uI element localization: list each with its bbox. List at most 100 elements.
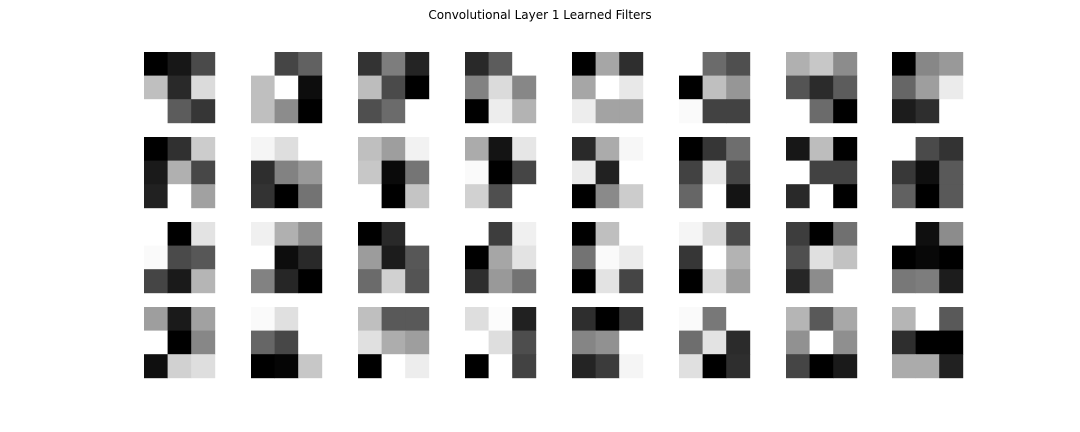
filter-25-cell-0-0 <box>144 307 168 331</box>
filter-26-cell-0-1 <box>274 307 299 331</box>
filter-13-cell-2-0 <box>572 184 596 209</box>
filter-31-cell-1-2 <box>833 330 858 355</box>
filter-12-cell-2-2 <box>512 184 537 209</box>
filter-11-cell-0-2 <box>405 137 430 161</box>
filter-2 <box>251 52 323 124</box>
filter-7-cell-2-1 <box>809 99 834 124</box>
filter-5 <box>572 52 644 124</box>
filter-24-cell-2-2 <box>939 269 964 294</box>
filter-21-cell-0-2 <box>619 222 644 246</box>
filter-11-cell-1-2 <box>405 160 430 185</box>
filter-27-cell-0-1 <box>381 307 406 331</box>
filter-12-cell-0-0 <box>465 137 489 161</box>
filter-25 <box>144 307 216 379</box>
filter-10-cell-2-1 <box>274 184 299 209</box>
filter-1-cell-0-0 <box>144 52 168 76</box>
filter-12-cell-2-0 <box>465 184 489 209</box>
filter-22-cell-1-0 <box>679 245 703 270</box>
filter-27-cell-2-1 <box>381 354 406 379</box>
filter-26-cell-2-1 <box>274 354 299 379</box>
filter-22-cell-0-0 <box>679 222 703 246</box>
filter-6 <box>679 52 751 124</box>
filter-30-cell-2-1 <box>702 354 727 379</box>
filter-31-cell-0-1 <box>809 307 834 331</box>
filter-31-cell-2-0 <box>786 354 810 379</box>
filter-31-cell-0-0 <box>786 307 810 331</box>
filter-31-cell-2-2 <box>833 354 858 379</box>
filter-18-cell-1-0 <box>251 245 275 270</box>
filter-20-cell-1-0 <box>465 245 489 270</box>
filter-19-cell-2-2 <box>405 269 430 294</box>
filter-17-cell-1-0 <box>144 245 168 270</box>
filter-2-cell-0-1 <box>274 52 299 76</box>
filter-15-cell-0-2 <box>833 137 858 161</box>
filter-31-cell-0-2 <box>833 307 858 331</box>
filter-13-cell-0-2 <box>619 137 644 161</box>
filter-8-cell-0-2 <box>939 52 964 76</box>
filter-30-cell-0-1 <box>702 307 727 331</box>
filter-7 <box>786 52 858 124</box>
filter-25-cell-2-2 <box>191 354 216 379</box>
filter-28-cell-2-2 <box>512 354 537 379</box>
filter-24-cell-1-2 <box>939 245 964 270</box>
filter-9-cell-2-2 <box>191 184 216 209</box>
filter-11-cell-1-1 <box>381 160 406 185</box>
filter-23-cell-2-2 <box>833 269 858 294</box>
filter-10-cell-1-1 <box>274 160 299 185</box>
filter-27-cell-0-0 <box>358 307 382 331</box>
filter-23-cell-0-0 <box>786 222 810 246</box>
filter-7-cell-1-2 <box>833 75 858 100</box>
filter-14-cell-0-1 <box>702 137 727 161</box>
filter-8-cell-1-0 <box>892 75 916 100</box>
filter-6-cell-2-2 <box>726 99 751 124</box>
filter-18-cell-2-1 <box>274 269 299 294</box>
filter-15-cell-2-0 <box>786 184 810 209</box>
filter-29-cell-2-1 <box>595 354 620 379</box>
filter-24-cell-1-1 <box>915 245 940 270</box>
filter-32-cell-1-2 <box>939 330 964 355</box>
filter-3-cell-2-2 <box>405 99 430 124</box>
filter-14-cell-1-0 <box>679 160 703 185</box>
filter-9-cell-2-1 <box>167 184 192 209</box>
filter-26-cell-2-0 <box>251 354 275 379</box>
filter-5-cell-1-0 <box>572 75 596 100</box>
filter-32-cell-2-1 <box>915 354 940 379</box>
filter-7-cell-0-2 <box>833 52 858 76</box>
filter-18-cell-0-0 <box>251 222 275 246</box>
filter-17 <box>144 222 216 294</box>
filter-8-cell-0-1 <box>915 52 940 76</box>
filter-28-cell-2-1 <box>488 354 513 379</box>
filter-16-cell-0-2 <box>939 137 964 161</box>
filter-23-cell-2-0 <box>786 269 810 294</box>
filter-13-cell-0-1 <box>595 137 620 161</box>
filter-6-cell-2-1 <box>702 99 727 124</box>
filter-17-cell-0-0 <box>144 222 168 246</box>
filter-13-cell-2-1 <box>595 184 620 209</box>
filter-21-cell-0-1 <box>595 222 620 246</box>
filter-8-cell-2-1 <box>915 99 940 124</box>
filter-17-cell-1-1 <box>167 245 192 270</box>
filter-30-cell-0-2 <box>726 307 751 331</box>
filter-3 <box>358 52 430 124</box>
filter-10-cell-0-1 <box>274 137 299 161</box>
filter-8-cell-1-2 <box>939 75 964 100</box>
filter-5-cell-0-1 <box>595 52 620 76</box>
filter-12-cell-1-0 <box>465 160 489 185</box>
filter-32-cell-1-0 <box>892 330 916 355</box>
filter-5-cell-2-1 <box>595 99 620 124</box>
filter-16-cell-2-1 <box>915 184 940 209</box>
filter-18 <box>251 222 323 294</box>
filter-12 <box>465 137 537 209</box>
filter-4-cell-2-1 <box>488 99 513 124</box>
filter-31-cell-1-1 <box>809 330 834 355</box>
filter-7-cell-0-1 <box>809 52 834 76</box>
filter-30 <box>679 307 751 379</box>
filter-13-cell-1-2 <box>619 160 644 185</box>
filter-13 <box>572 137 644 209</box>
filter-8-cell-2-2 <box>939 99 964 124</box>
filter-13-cell-2-2 <box>619 184 644 209</box>
filter-28-cell-0-2 <box>512 307 537 331</box>
filter-29-cell-0-2 <box>619 307 644 331</box>
filter-28 <box>465 307 537 379</box>
filter-1-cell-0-2 <box>191 52 216 76</box>
